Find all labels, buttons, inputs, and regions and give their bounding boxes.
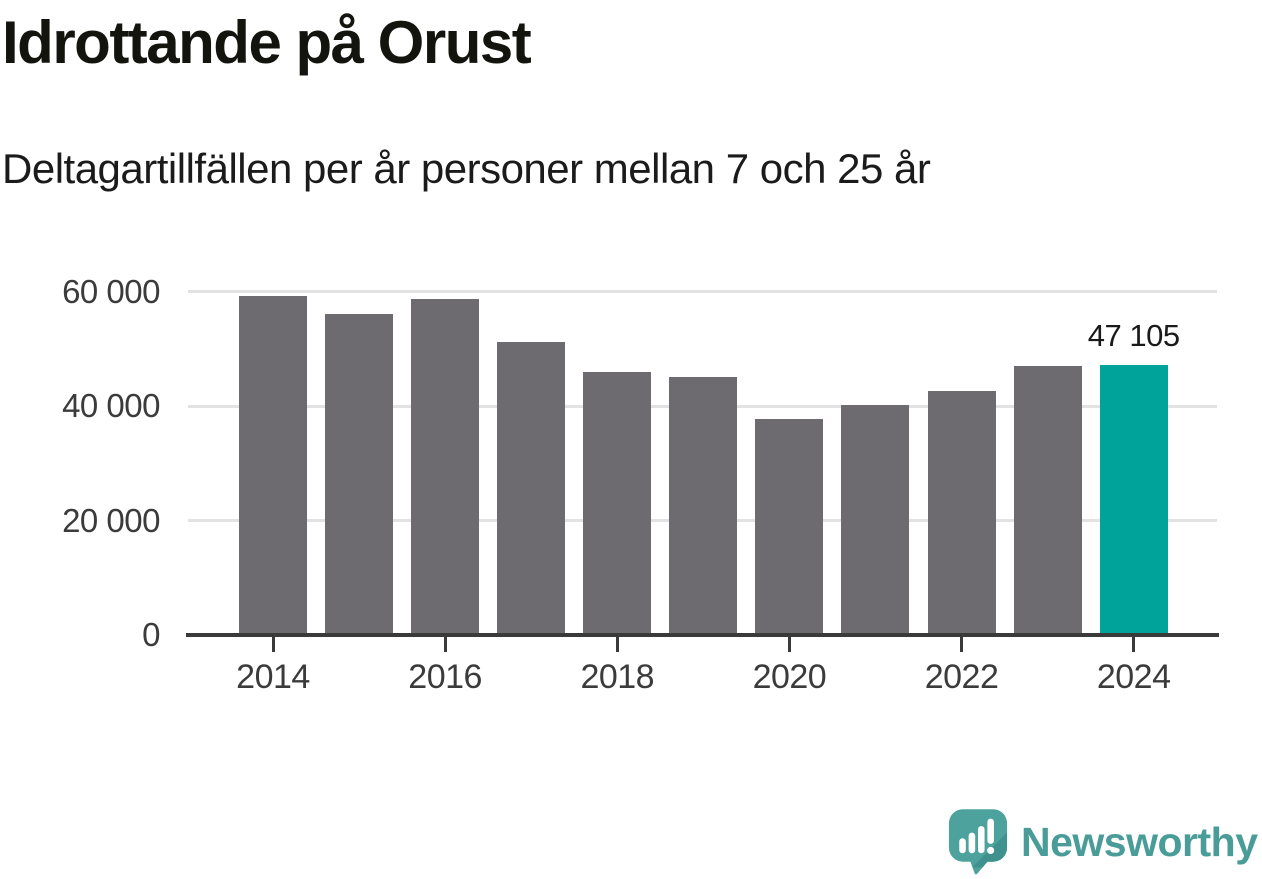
highlight-value-label: 47 105: [1087, 318, 1180, 354]
bar-2023: [1013, 365, 1082, 635]
x-axis-tick-label: 2016: [408, 658, 482, 696]
bar-2015: [325, 314, 394, 635]
bar-2016: [411, 298, 480, 635]
logo-bars: [959, 818, 995, 854]
chart-title: Idrottande på Orust: [2, 9, 532, 76]
bar-2024: [1099, 365, 1168, 635]
bar-2020: [755, 418, 824, 635]
x-axis-line: [186, 633, 1219, 637]
x-axis-tick-label: 2014: [236, 658, 310, 696]
x-axis-tick-label: 2020: [752, 658, 827, 696]
x-axis-tick: [1132, 637, 1136, 652]
y-gridline: [188, 290, 1217, 293]
bar-2014: [239, 296, 307, 635]
bar-2022: [927, 390, 996, 635]
x-axis-tick-label: 2018: [580, 658, 655, 696]
y-axis-tick-label: 0: [142, 616, 160, 653]
bar-2019: [669, 377, 738, 635]
x-axis-tick: [960, 637, 964, 652]
x-axis-tick-label: 2024: [1096, 658, 1171, 696]
x-axis-tick: [787, 637, 791, 652]
y-axis-tick-label: 20 000: [62, 501, 160, 539]
y-axis-tick-label: 40 000: [62, 387, 160, 424]
bar-2017: [497, 342, 566, 635]
x-axis-tick: [443, 637, 447, 652]
brand-footer: Newsworthy: [948, 808, 1258, 876]
newsworthy-logo-icon: [948, 809, 1008, 875]
bar-2021: [841, 405, 910, 635]
chart-subtitle: Deltagartillfällen per år personer mella…: [2, 145, 931, 192]
x-axis-tick: [615, 637, 619, 652]
x-axis-tick-label: 2022: [924, 658, 999, 696]
x-axis-tick: [271, 637, 275, 652]
y-axis-tick-label: 60 000: [62, 272, 160, 310]
brand-name: Newsworthy: [1021, 818, 1258, 865]
bar-2018: [583, 371, 652, 635]
